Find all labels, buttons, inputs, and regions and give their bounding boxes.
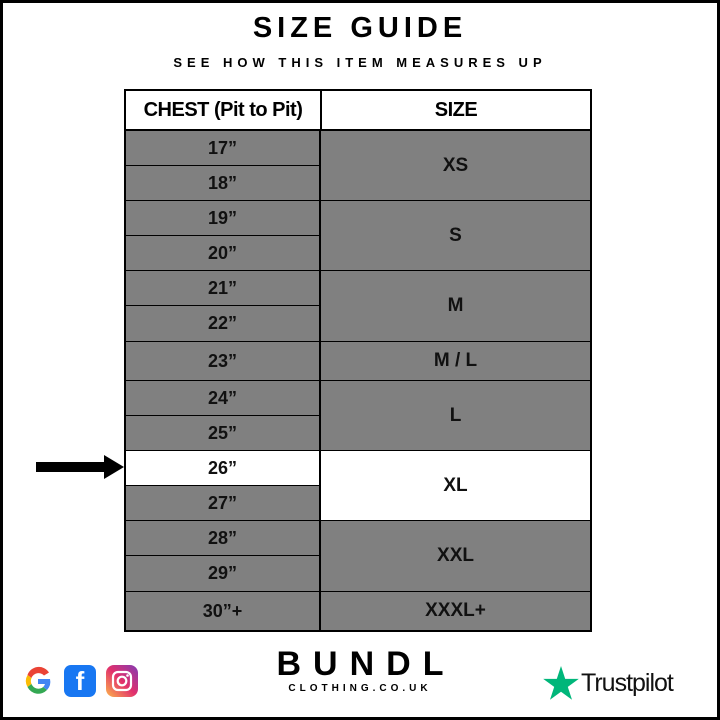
chest-cell: 18” [126, 166, 321, 201]
chest-cell: 27” [126, 486, 321, 521]
size-cell: L [321, 381, 590, 451]
chest-cell: 26” [126, 451, 321, 486]
brand-subtitle: CLOTHING.CO.UK [288, 683, 432, 694]
table-header: CHEST (Pit to Pit) SIZE [126, 91, 590, 131]
size-cell: XL [321, 451, 590, 521]
facebook-icon[interactable]: f [64, 665, 96, 697]
page-title: SIZE GUIDE [252, 12, 468, 44]
chest-cell: 29” [126, 556, 321, 592]
instagram-icon[interactable] [106, 665, 138, 697]
chest-cell: 19” [126, 201, 321, 236]
chest-cell: 21” [126, 271, 321, 306]
trustpilot-logo[interactable]: Trustpilot [543, 666, 674, 700]
chest-cell: 20” [126, 236, 321, 271]
size-cell: M [321, 271, 590, 342]
header-size: SIZE [434, 98, 478, 121]
brand-logo: BUNDL [276, 645, 456, 683]
social-icons: f [22, 665, 138, 697]
size-cell: M / L [321, 342, 590, 381]
chest-cell: 24” [126, 381, 321, 416]
page-subtitle: SEE HOW THIS ITEM MEASURES UP [173, 55, 547, 70]
trustpilot-star-icon [543, 666, 579, 700]
chest-cell: 22” [126, 306, 321, 342]
size-cell: XS [321, 131, 590, 201]
size-cell: S [321, 201, 590, 271]
chest-cell: 23” [126, 342, 321, 381]
chest-cell: 30”+ [126, 592, 321, 630]
size-cell: XXXL+ [425, 600, 486, 621]
size-table: CHEST (Pit to Pit) SIZE 17” 18” 19” 20” 21” 2… [124, 89, 592, 632]
google-icon[interactable] [22, 665, 54, 697]
chest-cell: 25” [126, 416, 321, 451]
table-body: 17” 18” 19” 20” 21” 22” 23” 24” 25” 26” 27” 28” 29” 3… [126, 131, 590, 630]
arrow-right-icon [36, 455, 124, 479]
chest-cell: 28” [126, 521, 321, 556]
trustpilot-text: Trustpilot [581, 668, 674, 697]
chest-cell: 17” [126, 131, 321, 166]
size-cell: XXL [321, 521, 590, 592]
header-chest: CHEST (Pit to Pit) [126, 91, 322, 129]
